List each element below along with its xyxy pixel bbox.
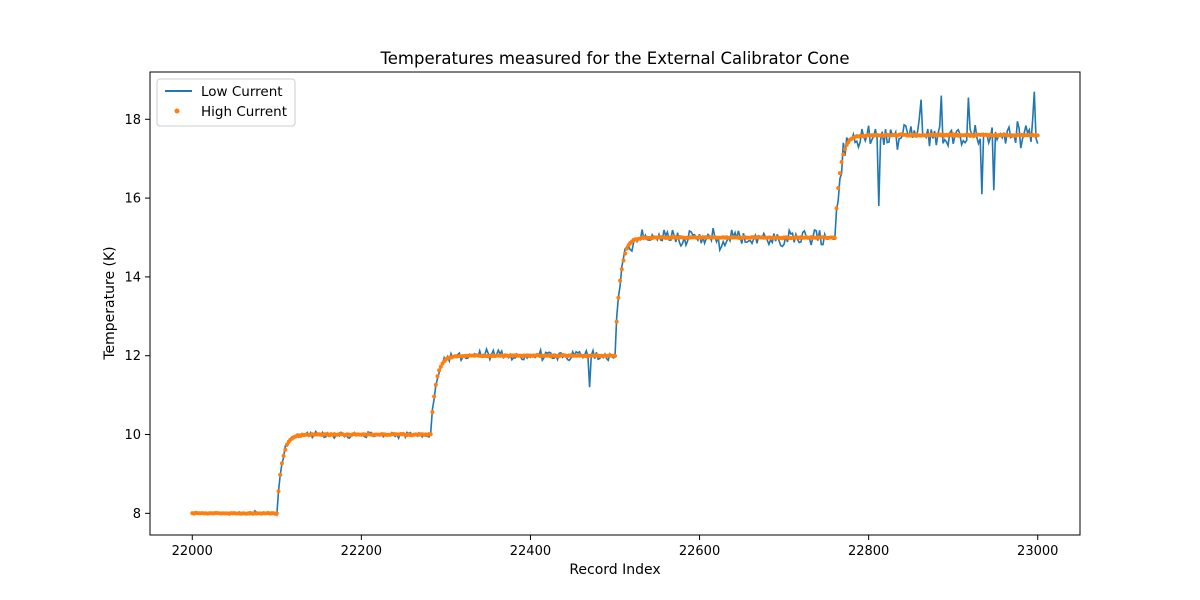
high-current-point bbox=[613, 353, 617, 358]
x-axis-ticks: 22000 22200 22400 22600 22800 23000 bbox=[172, 535, 1058, 559]
x-tick-label: 22400 bbox=[510, 544, 551, 559]
y-tick-label: 14 bbox=[124, 270, 141, 285]
high-current-point bbox=[281, 453, 286, 458]
high-current-point bbox=[843, 147, 847, 152]
high-current-point bbox=[836, 186, 841, 190]
high-current-point bbox=[1035, 133, 1040, 138]
high-current-point bbox=[283, 447, 288, 452]
high-current-point bbox=[624, 246, 629, 251]
axes-frame bbox=[149, 71, 1081, 536]
high-current-point bbox=[614, 319, 619, 324]
low-current-line bbox=[191, 91, 1039, 517]
high-current-point bbox=[837, 171, 842, 176]
high-current-point bbox=[279, 461, 284, 466]
x-tick-label: 22600 bbox=[679, 544, 720, 559]
high-current-point bbox=[435, 374, 440, 379]
high-current-point bbox=[839, 160, 844, 164]
legend: Low Current High Current bbox=[156, 78, 296, 127]
high-current-point bbox=[616, 295, 621, 300]
chart-title: Temperatures measured for the External C… bbox=[380, 49, 850, 68]
high-current-point bbox=[428, 432, 433, 437]
x-axis-label: Record Index bbox=[569, 562, 660, 578]
plot-area bbox=[190, 91, 1040, 517]
x-tick-label: 23000 bbox=[1017, 544, 1058, 559]
x-tick-label: 22000 bbox=[172, 544, 213, 559]
legend-low-current-label: Low Current bbox=[201, 84, 283, 100]
high-current-point bbox=[618, 278, 623, 283]
high-current-point bbox=[619, 267, 624, 272]
high-current-point bbox=[285, 442, 289, 447]
high-current-point bbox=[432, 394, 437, 399]
y-tick-label: 8 bbox=[133, 507, 141, 522]
y-axis-label: Temperature (K) bbox=[102, 246, 118, 360]
high-current-point bbox=[841, 152, 846, 157]
high-current-point bbox=[430, 410, 435, 415]
high-current-point bbox=[437, 368, 442, 373]
high-current-point bbox=[438, 364, 443, 369]
high-current-point bbox=[433, 382, 438, 387]
series-high-current bbox=[190, 132, 1040, 516]
x-tick-label: 22200 bbox=[341, 544, 382, 559]
high-current-point bbox=[832, 236, 837, 240]
legend-high-current-marker bbox=[174, 108, 180, 114]
high-current-point bbox=[274, 511, 279, 516]
legend-high-current-label: High Current bbox=[201, 104, 287, 120]
y-axis-ticks: 8 10 12 14 16 18 bbox=[124, 113, 150, 522]
y-tick-label: 12 bbox=[124, 349, 141, 364]
high-current-point bbox=[623, 251, 628, 256]
high-current-point bbox=[278, 472, 283, 477]
x-tick-label: 22800 bbox=[848, 544, 889, 559]
series-low-current bbox=[191, 91, 1039, 517]
high-current-point bbox=[276, 489, 281, 494]
y-tick-label: 16 bbox=[124, 192, 141, 207]
high-current-point bbox=[621, 258, 626, 263]
y-tick-label: 10 bbox=[124, 428, 141, 443]
high-current-point bbox=[834, 206, 839, 211]
y-tick-label: 18 bbox=[124, 113, 141, 128]
